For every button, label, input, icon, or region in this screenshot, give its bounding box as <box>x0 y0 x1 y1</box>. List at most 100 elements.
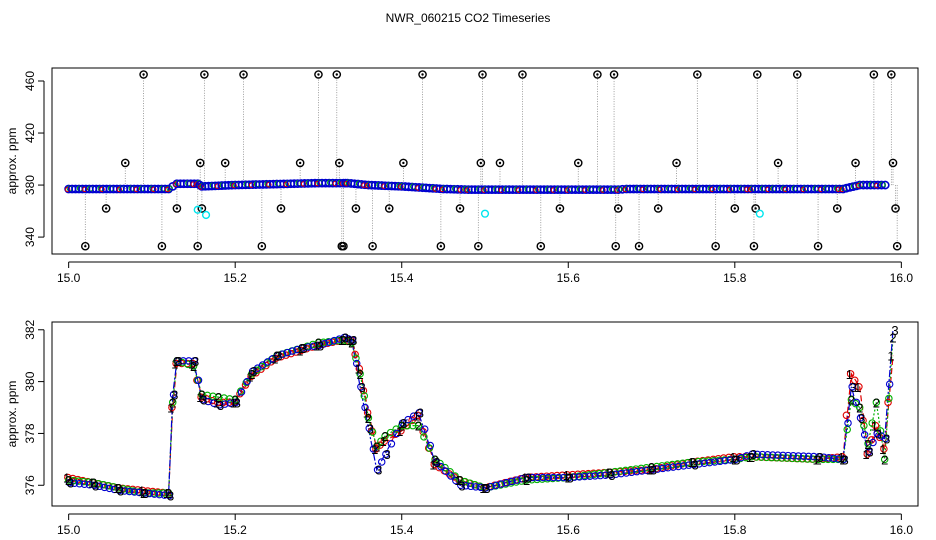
series-3-point <box>130 488 139 496</box>
flagged-point <box>634 241 644 251</box>
series-2-label-marker: 2 <box>848 393 855 408</box>
series-1-point <box>850 376 859 385</box>
series-point <box>332 180 339 187</box>
series-2-label-marker: 2 <box>198 388 205 403</box>
flagged-point <box>773 158 783 168</box>
series-3-label-marker: 3 <box>850 380 857 395</box>
series-3-point <box>685 461 693 469</box>
series-3-label-marker: 3 <box>375 463 382 478</box>
series-2-label-marker: 2 <box>481 481 488 496</box>
bottom-y-tick-label: 380 <box>23 371 37 391</box>
flagged-point-dot <box>539 244 542 248</box>
series-2-label-marker: 2 <box>523 473 530 488</box>
series-3-point <box>243 377 251 386</box>
flagged-point-dot <box>458 207 462 210</box>
series-3-label-marker: 3 <box>67 476 74 491</box>
series-1-point <box>359 386 368 395</box>
series-point <box>364 182 371 189</box>
series-2-label-marker: 2 <box>169 395 176 410</box>
flagged-point-dot <box>342 244 345 248</box>
flagged-point-dot <box>558 207 562 210</box>
series-3-point <box>426 441 435 450</box>
flagged-point <box>195 158 205 168</box>
flagged-point-dot <box>279 207 283 210</box>
flagged-point <box>339 241 348 251</box>
series-point <box>880 180 890 190</box>
series-1-label-marker: 1 <box>429 458 436 473</box>
series-2-point <box>855 403 864 412</box>
flagged-point-dot <box>124 161 127 165</box>
series-2-point <box>461 477 469 486</box>
series-3-point <box>420 425 429 433</box>
reference-point <box>193 205 202 214</box>
series-3-label-marker: 3 <box>358 380 365 395</box>
flagged-point-dot <box>338 161 341 165</box>
series-3-point <box>190 357 199 365</box>
flagged-point-dot <box>481 73 484 76</box>
series-3-point <box>477 483 485 492</box>
series-2-label-marker: 2 <box>273 349 280 364</box>
series-3-point <box>852 398 861 407</box>
series-3-point <box>340 333 348 342</box>
series-3-point <box>283 348 292 357</box>
series-3-point <box>377 458 386 466</box>
series-3-point <box>482 484 490 492</box>
flagged-point <box>573 158 583 168</box>
series-2-label-marker: 2 <box>565 470 572 485</box>
series-2-point <box>381 432 389 440</box>
series-3-point <box>309 342 318 350</box>
bottom-x-tick-label: 16.0 <box>890 523 914 537</box>
bottom-y-tick-label: 382 <box>23 319 37 339</box>
series-3-label-marker: 3 <box>891 323 898 338</box>
flagged-point <box>851 158 860 168</box>
series-3-point <box>369 445 378 453</box>
series-point <box>361 182 367 188</box>
series-3-point <box>789 452 798 460</box>
series-1-label-marker: 1 <box>862 447 869 462</box>
series-point <box>432 186 439 192</box>
series-2-point <box>225 395 234 403</box>
series-3-point <box>352 359 361 368</box>
top-y-axis: 340 380 420 460 <box>23 71 45 247</box>
series-3-label-marker: 3 <box>841 452 848 467</box>
series-3-point <box>462 482 470 490</box>
series-3-point <box>835 455 843 463</box>
flagged-point <box>518 70 527 79</box>
series-1-label-marker: 1 <box>371 442 378 457</box>
series-3-label-marker: 3 <box>400 416 407 431</box>
series-2-point <box>352 354 360 363</box>
series-3-point <box>497 480 506 488</box>
series-3-point <box>95 482 104 491</box>
flagged-point-dot <box>596 73 599 76</box>
series-2-point <box>392 425 400 433</box>
bottom-panel: approx. ppm 15.0 15.2 15.4 15.6 15.8 16.03763… <box>5 319 919 537</box>
series-1-label-marker: 1 <box>271 351 278 366</box>
series-point <box>198 184 204 190</box>
series-3-point <box>335 335 343 343</box>
series-1-label-marker: 1 <box>454 473 461 488</box>
series-1-label-marker: 1 <box>871 419 878 434</box>
series-point <box>835 186 842 193</box>
flagged-point <box>81 241 90 251</box>
flagged-point-dot <box>696 73 699 76</box>
series-1-label-marker: 1 <box>563 468 570 483</box>
top-y-tick-label: 340 <box>23 227 37 247</box>
top-y-tick-label: 420 <box>23 123 37 143</box>
series-point <box>839 186 845 193</box>
series-3-point <box>606 471 615 479</box>
series-3-point <box>85 480 94 489</box>
series-3-point <box>100 483 109 492</box>
series-3-point <box>278 350 287 358</box>
series-point <box>692 186 698 193</box>
series-point <box>173 181 179 187</box>
series-3-point <box>348 336 357 344</box>
series-3-label-marker: 3 <box>92 478 99 493</box>
flagged-point <box>792 70 802 79</box>
series-3-point <box>472 483 480 491</box>
flagged-point <box>693 70 702 79</box>
series-2-point <box>502 480 510 488</box>
series-point <box>515 187 522 193</box>
flagged-point-dot <box>675 161 678 165</box>
top-x-tick-label: 15.4 <box>390 271 414 285</box>
